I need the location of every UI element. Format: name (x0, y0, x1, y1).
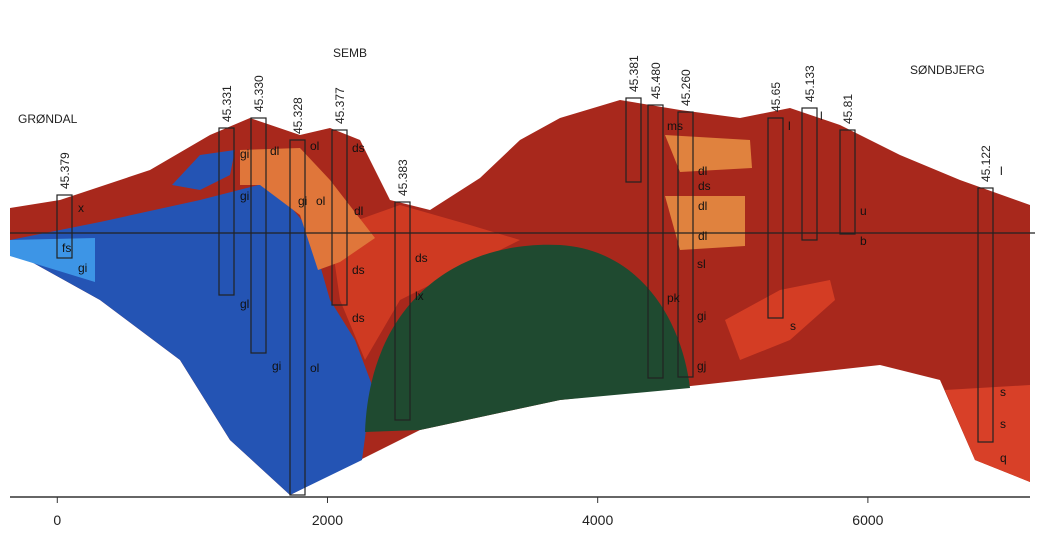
layer-code: ol (310, 361, 319, 375)
layer-code: gi (272, 359, 281, 373)
layer-code: gi (240, 189, 249, 203)
layer-code: ds (352, 141, 365, 155)
borehole-id: 45.328 (291, 97, 305, 134)
cross-section: GRØNDAL SEMB SØNDBJERG 45.379 45.331 45.33… (0, 0, 1043, 536)
light-blue-layer (10, 238, 95, 282)
layer-code: gi (240, 147, 249, 161)
layer-code: dl (270, 144, 279, 158)
layer-code: gj (697, 359, 706, 373)
layer-code: dl (354, 204, 363, 218)
layer-code: l (1000, 164, 1003, 178)
place-label: SØNDBJERG (910, 63, 985, 77)
place-label: GRØNDAL (18, 112, 78, 126)
borehole-id: 45.81 (841, 94, 855, 124)
layer-code: gl (240, 297, 249, 311)
layer-code: dl (698, 199, 707, 213)
layer-code: x (78, 201, 84, 215)
layer-code: ol (310, 139, 319, 153)
borehole-id: 45.133 (803, 65, 817, 102)
layer-code: ms (667, 119, 683, 133)
place-label: SEMB (333, 46, 367, 60)
layer-code: s (1000, 385, 1006, 399)
layer-code: gi (697, 309, 706, 323)
x-tick-label: 4000 (582, 512, 613, 528)
layer-code: dl (698, 164, 707, 178)
x-tick-label: 2000 (312, 512, 343, 528)
layer-code: ds (352, 311, 365, 325)
layer-code: gi (78, 261, 87, 275)
layer-code: gi (298, 194, 307, 208)
layer-code: l (820, 109, 823, 123)
layer-code: ds (698, 179, 711, 193)
layer-code: ds (352, 263, 365, 277)
page: {"places": ["GRØNDAL", "SEMB", "SØNDBJER… (0, 0, 1043, 536)
borehole-id: 45.377 (333, 87, 347, 124)
layer-code: l (788, 119, 791, 133)
layer-code: pk (667, 291, 681, 305)
layer-code: q (1000, 451, 1007, 465)
borehole-id: 45.330 (252, 75, 266, 112)
borehole-id: 45.331 (220, 85, 234, 122)
borehole-id: 45.65 (769, 82, 783, 112)
x-tick-label: 6000 (852, 512, 883, 528)
layer-code: b (860, 234, 867, 248)
layer-code: ol (316, 194, 325, 208)
borehole-id: 45.260 (679, 69, 693, 106)
borehole-id: 45.122 (979, 145, 993, 182)
layer-code: fs (62, 241, 71, 255)
x-tick-label: 0 (53, 512, 61, 528)
borehole-id: 45.383 (396, 159, 410, 196)
layer-code: dl (698, 229, 707, 243)
layer-code: s (790, 319, 796, 333)
borehole-id: 45.480 (649, 62, 663, 99)
light-red-zone (945, 385, 1030, 482)
layer-code: u (860, 204, 867, 218)
layer-code: lx (415, 289, 424, 303)
layer-code: sl (697, 257, 706, 271)
borehole-id: 45.379 (58, 152, 72, 189)
borehole-id: 45.381 (627, 55, 641, 92)
layer-code: s (1000, 417, 1006, 431)
layer-code: ds (415, 251, 428, 265)
